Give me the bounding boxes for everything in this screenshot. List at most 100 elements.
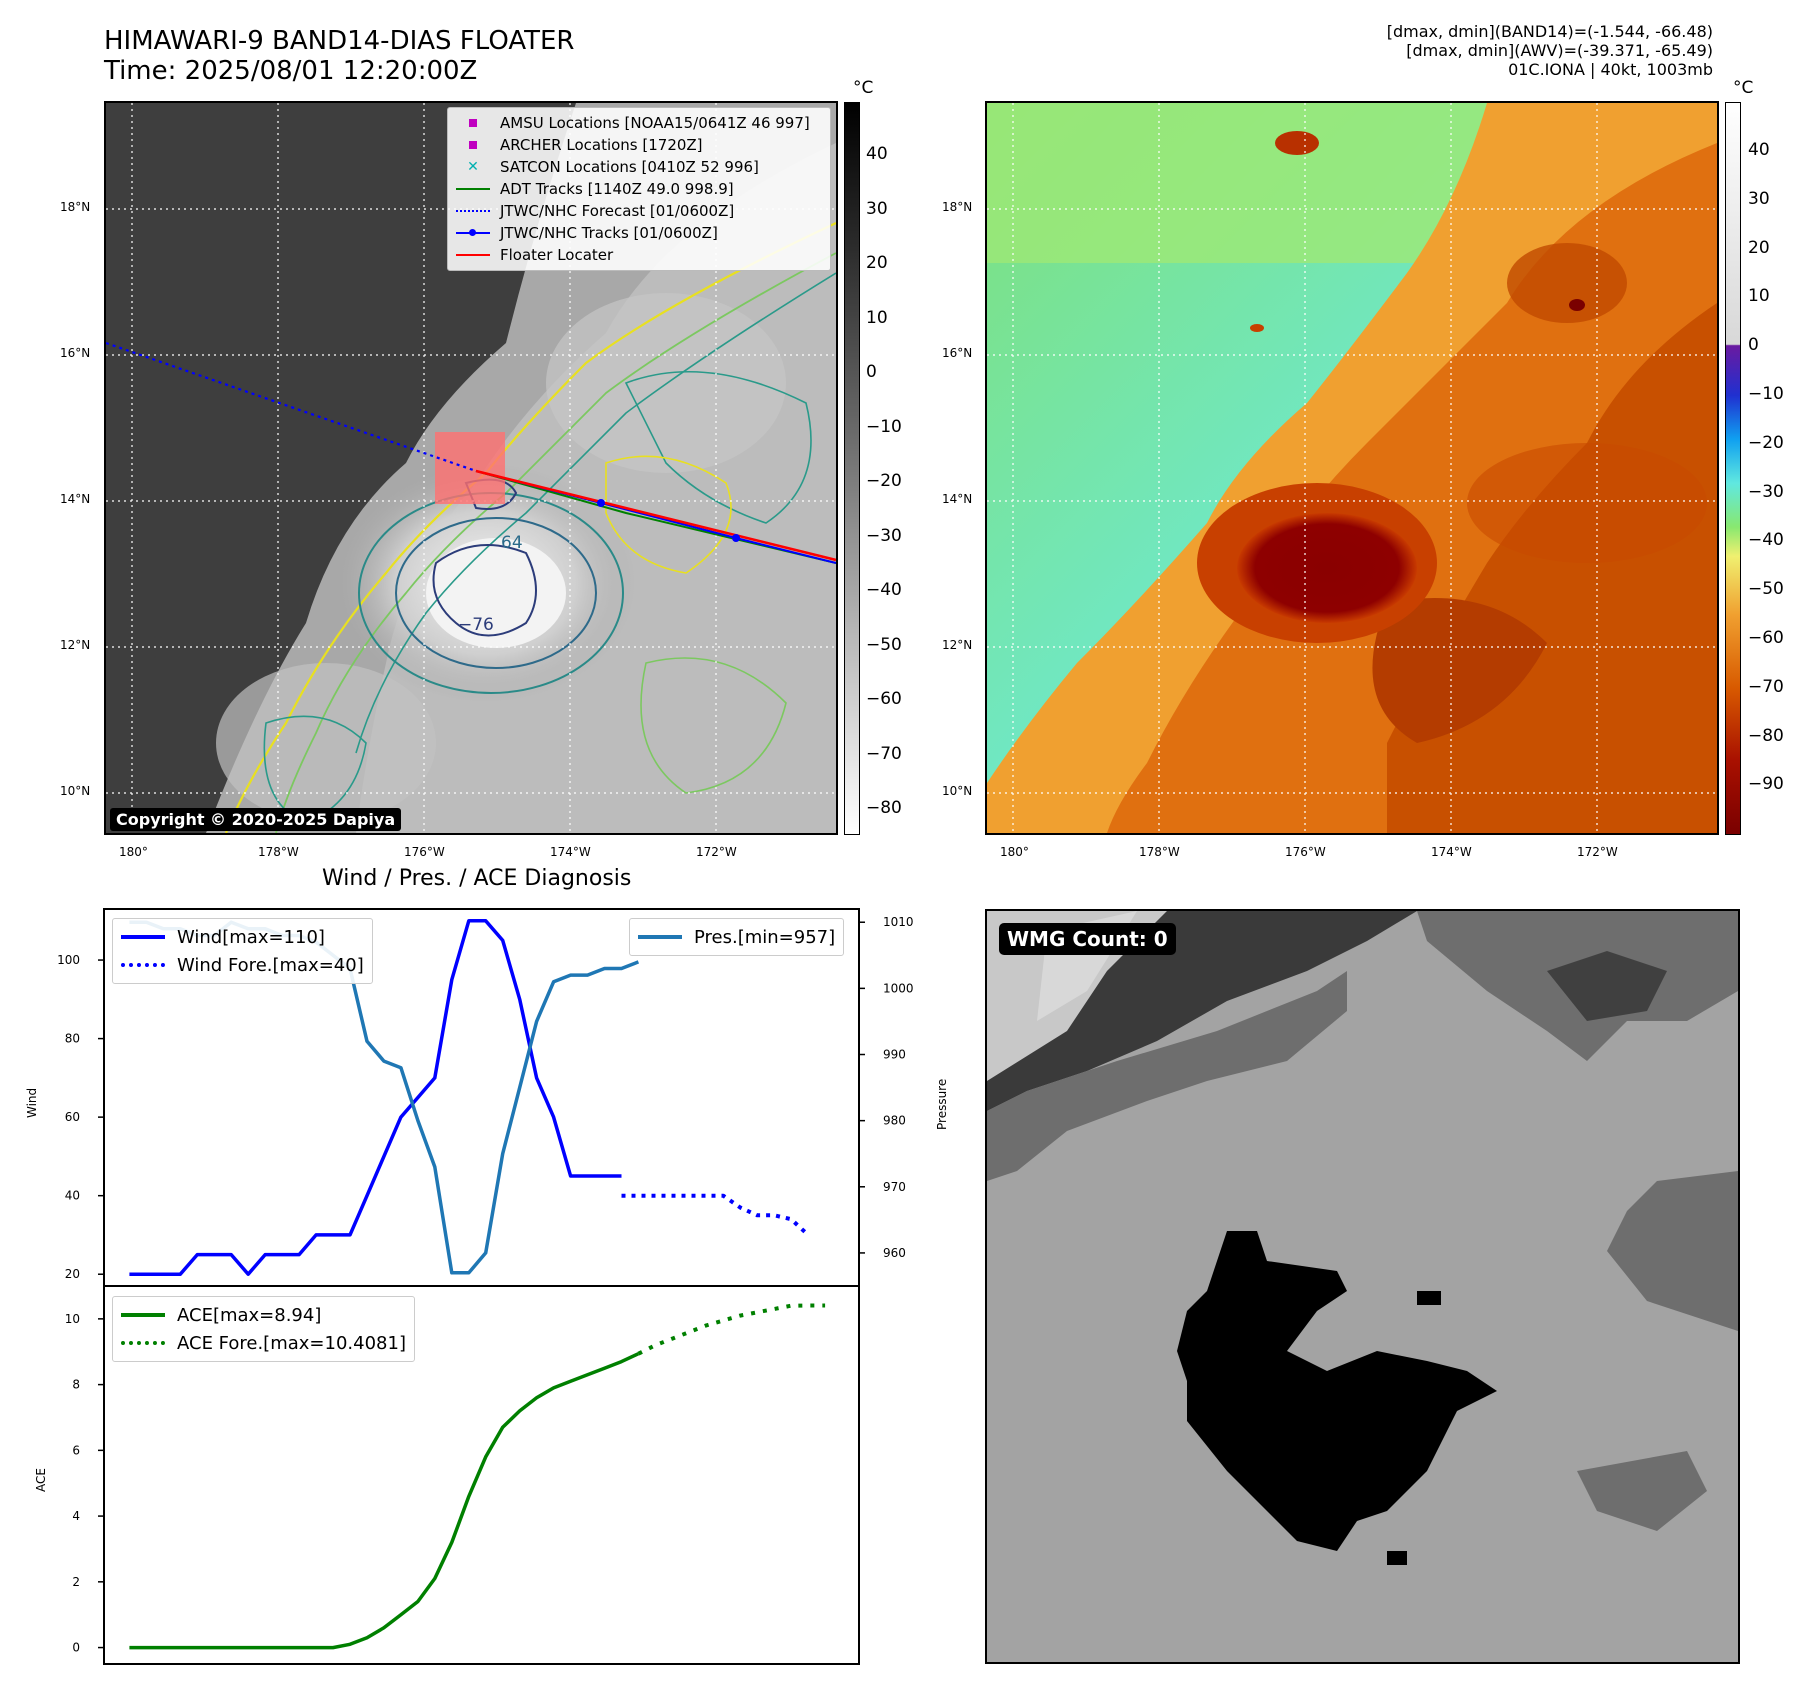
legend-item-forecast: JTWC/NHC Forecast [01/0600Z] (454, 200, 824, 222)
pressure-legend: Pres.[min=957] (629, 918, 845, 956)
colorbar-tick-label: −30 (1748, 481, 1784, 502)
legend-label: ACE[max=8.94] (177, 1304, 322, 1326)
lat-label: 18°N (942, 200, 973, 214)
wind-y-tick-label: 100 (57, 953, 80, 967)
wmg-count-badge: WMG Count: 0 (999, 923, 1176, 955)
lat-label: 16°N (60, 346, 91, 360)
colorbar-tick-label: −80 (1748, 725, 1784, 746)
colorbar-tick-label: −40 (1748, 530, 1784, 551)
colorbar-tick-label: 30 (866, 198, 888, 219)
lat-label: 14°N (942, 492, 973, 506)
pressure-y-tick-label: 1010 (883, 915, 914, 929)
legend-item-wind: Wind[max=110] (121, 923, 364, 951)
figure-time: Time: 2025/08/01 12:20:00Z (104, 56, 478, 86)
contour-label-64: 64 (501, 533, 523, 553)
ace-legend: ACE[max=8.94] ACE Fore.[max=10.4081] (112, 1296, 415, 1362)
colorbar-right (1725, 102, 1741, 835)
ace-y-tick-label: 2 (72, 1575, 80, 1589)
legend-dot-line-icon (454, 225, 492, 241)
legend-line-icon (121, 932, 165, 942)
colorbar-tick-label: 40 (1748, 140, 1770, 160)
colorbar-tick-label: −70 (1748, 676, 1784, 697)
pressure-y-tick-label: 1000 (883, 981, 914, 995)
legend-item-wind-forecast: Wind Fore.[max=40] (121, 951, 364, 979)
contour-label-76: −76 (458, 615, 494, 635)
legend-dotted-line-icon (121, 960, 165, 970)
pressure-y-tick-label: 960 (883, 1246, 906, 1260)
colorbar-tick-label: 20 (866, 253, 888, 273)
info-band14: [dmax, dmin](BAND14)=(-1.544, -66.48) (1386, 22, 1713, 41)
legend-label: Pres.[min=957] (694, 926, 836, 948)
colorbar-tick-label: −50 (866, 634, 902, 655)
ace-y-tick-label: 0 (72, 1641, 80, 1655)
legend-item-floater: Floater Locater (454, 244, 824, 266)
lon-label: 174°W (1431, 845, 1472, 859)
enhanced-map-panel (985, 101, 1719, 835)
lon-label: 180° (119, 845, 148, 859)
wind-forecast-series-line (621, 1193, 810, 1237)
figure-header: HIMAWARI-9 BAND14-DIAS FLOATER Time: 202… (104, 26, 574, 86)
lat-label: 12°N (942, 638, 973, 652)
legend-line-icon (121, 1310, 165, 1320)
enhanced-map-image (987, 103, 1717, 833)
legend-dotted-line-icon (121, 1338, 165, 1348)
legend-item-ace: ACE[max=8.94] (121, 1301, 406, 1329)
legend-square-marker-icon (454, 137, 492, 153)
legend-square-marker-icon (454, 115, 492, 131)
ace-y-tick-label: 10 (65, 1312, 80, 1326)
colorbar-tick-label: −80 (866, 798, 902, 818)
wind-legend: Wind[max=110] Wind Fore.[max=40] (112, 918, 373, 984)
lon-label: 176°W (1285, 845, 1326, 859)
colorbar-tick-label: −10 (1748, 384, 1784, 404)
ace-y-tick-label: 4 (72, 1509, 80, 1523)
wmg-image (987, 911, 1738, 1662)
legend-label: AMSU Locations [NOAA15/0641Z 46 997] (500, 114, 810, 132)
pressure-y-tick-label: 970 (883, 1180, 906, 1194)
colorbar-tick-label: 0 (1748, 335, 1759, 356)
lon-label: 172°W (696, 845, 737, 859)
legend-item-archer: ARCHER Locations [1720Z] (454, 134, 824, 156)
ir-map-panel: 64 −76 AMSU Locations [NOAA15/0641Z 46 9… (104, 101, 838, 835)
wmg-panel: WMG Count: 0 (985, 909, 1740, 1664)
colorbar-tick-label: −90 (1748, 774, 1784, 795)
lat-label: 10°N (60, 784, 91, 798)
ace-forecast-series-line (637, 1303, 826, 1356)
colorbar-unit-left: °C (853, 78, 874, 98)
legend-item-jtwc-tracks: JTWC/NHC Tracks [01/0600Z] (454, 222, 824, 244)
colorbar-unit-right: °C (1733, 78, 1754, 98)
legend-label: Wind Fore.[max=40] (177, 954, 364, 976)
info-storm: 01C.IONA | 40kt, 1003mb (1508, 60, 1713, 79)
legend-label: ACE Fore.[max=10.4081] (177, 1332, 406, 1354)
legend-label: JTWC/NHC Tracks [01/0600Z] (500, 224, 718, 242)
ace-axis-title: ACE (34, 1468, 48, 1492)
lon-label: 180° (1000, 845, 1029, 859)
legend-label: JTWC/NHC Forecast [01/0600Z] (500, 202, 735, 220)
colorbar-tick-label: −60 (1748, 628, 1784, 648)
ace-y-tick-label: 6 (72, 1443, 80, 1457)
colorbar-tick-label: −10 (866, 416, 902, 437)
lat-label: 16°N (942, 346, 973, 360)
pressure-axis-title: Pressure (935, 1078, 949, 1130)
lon-label: 178°W (258, 845, 299, 859)
lon-label: 176°W (404, 845, 445, 859)
map-legend: AMSU Locations [NOAA15/0641Z 46 997] ARC… (447, 107, 831, 271)
colorbar-tick-label: −30 (866, 525, 902, 546)
legend-item-satcon: ✕ SATCON Locations [0410Z 52 996] (454, 156, 824, 178)
legend-line-icon (454, 181, 492, 197)
colorbar-tick-label: 20 (1748, 237, 1770, 258)
wind-y-tick-label: 40 (65, 1189, 80, 1203)
lon-label: 174°W (550, 845, 591, 859)
lat-label: 14°N (60, 492, 91, 506)
colorbar-tick-label: 40 (866, 144, 888, 164)
legend-item-amsu: AMSU Locations [NOAA15/0641Z 46 997] (454, 112, 824, 134)
colorbar-tick-label: −50 (1748, 579, 1784, 600)
colorbar-tick-label: 10 (866, 307, 888, 328)
floater-locater-line (475, 469, 836, 562)
pressure-y-tick-label: 980 (883, 1114, 906, 1128)
wind-y-tick-label: 80 (65, 1032, 80, 1046)
legend-x-marker-icon: ✕ (467, 159, 479, 175)
legend-label: ARCHER Locations [1720Z] (500, 136, 703, 154)
legend-label: Floater Locater (500, 246, 614, 264)
colorbar-tick-label: −20 (866, 471, 902, 491)
lat-label: 10°N (942, 784, 973, 798)
